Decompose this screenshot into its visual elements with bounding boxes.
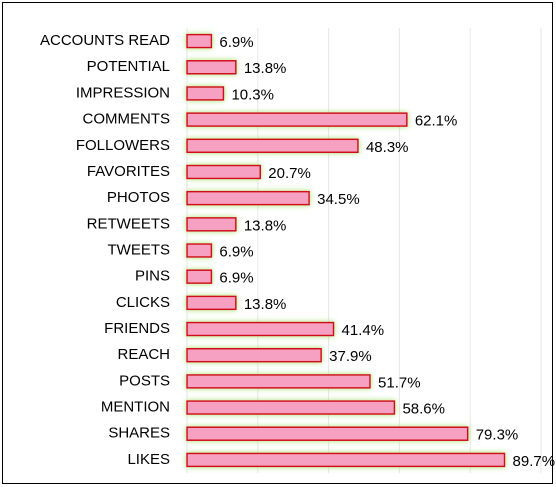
y-tick-label: PINS bbox=[135, 268, 170, 285]
bar bbox=[186, 243, 213, 258]
bar bbox=[186, 295, 237, 311]
y-tick-label: POSTS bbox=[119, 372, 170, 389]
bar bbox=[186, 33, 213, 49]
y-tick-label: IMPRESSION bbox=[76, 84, 170, 101]
data-label: 13.8% bbox=[244, 60, 287, 77]
data-label: 41.4% bbox=[342, 322, 385, 339]
bar bbox=[186, 452, 506, 468]
y-tick-label: SHARES bbox=[108, 425, 170, 442]
y-tick-label: CLICKS bbox=[116, 294, 170, 311]
bar bbox=[186, 400, 396, 415]
y-tick-label: COMMENTS bbox=[83, 111, 171, 128]
bar bbox=[186, 426, 469, 441]
bar bbox=[186, 60, 237, 75]
data-label: 37.9% bbox=[329, 348, 372, 365]
bar bbox=[186, 347, 322, 363]
bar bbox=[186, 217, 237, 232]
data-label: 79.3% bbox=[476, 427, 519, 444]
data-label: 10.3% bbox=[231, 86, 274, 103]
y-tick-label: PHOTOS bbox=[107, 189, 170, 206]
data-label: 58.6% bbox=[402, 401, 445, 418]
y-tick-label: FRIENDS bbox=[104, 320, 170, 337]
data-label: 62.1% bbox=[415, 113, 458, 130]
data-label: 13.8% bbox=[244, 217, 287, 234]
y-tick-label: POTENTIAL bbox=[87, 58, 170, 75]
data-label: 6.9% bbox=[219, 34, 253, 51]
bar bbox=[186, 374, 371, 389]
data-label: 6.9% bbox=[219, 243, 253, 260]
data-label: 13.8% bbox=[244, 296, 287, 313]
y-tick-label: LIKES bbox=[127, 451, 170, 468]
data-label: 51.7% bbox=[378, 374, 421, 391]
y-tick-label: RETWEETS bbox=[87, 215, 170, 232]
y-tick-label: REACH bbox=[117, 346, 170, 363]
y-tick-label: TWEETS bbox=[108, 241, 171, 258]
y-tick-label: MENTION bbox=[101, 399, 170, 416]
y-tick-label: FOLLOWERS bbox=[76, 137, 170, 154]
bar bbox=[186, 321, 335, 337]
bar bbox=[186, 112, 408, 127]
bar bbox=[186, 164, 262, 180]
bar bbox=[186, 138, 359, 154]
bar bbox=[186, 269, 213, 284]
y-tick-label: ACCOUNTS READ bbox=[40, 32, 170, 49]
bar bbox=[186, 86, 225, 101]
data-label: 6.9% bbox=[219, 270, 253, 287]
y-tick-label: FAVORITES bbox=[87, 163, 170, 180]
data-label: 34.5% bbox=[317, 191, 360, 208]
bar bbox=[186, 190, 310, 206]
data-label: 20.7% bbox=[268, 165, 311, 182]
data-label: 89.7% bbox=[513, 453, 556, 470]
data-label: 48.3% bbox=[366, 139, 409, 156]
